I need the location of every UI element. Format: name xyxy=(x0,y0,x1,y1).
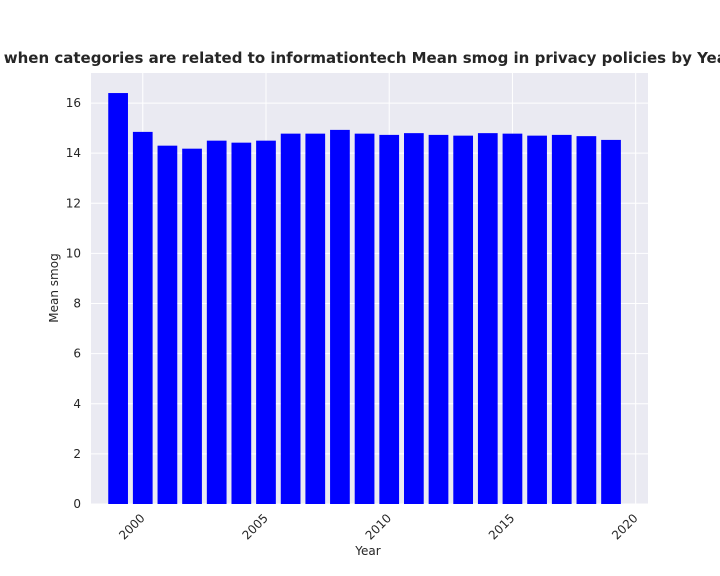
y-tick-label: 12 xyxy=(66,196,81,210)
y-axis-label: Mean smog xyxy=(47,253,61,322)
bar-2001 xyxy=(157,145,178,504)
y-tick-label: 6 xyxy=(73,347,81,361)
bar-2005 xyxy=(256,140,276,504)
x-tick-label: 2005 xyxy=(239,511,270,542)
y-tick-label: 16 xyxy=(66,96,81,110)
y-tick-label: 4 xyxy=(73,397,81,411)
bar-2014 xyxy=(477,133,498,505)
bar-2019 xyxy=(601,139,621,505)
bar-2016 xyxy=(527,135,547,504)
x-tick-label: 2000 xyxy=(116,511,147,542)
bar-2007 xyxy=(305,133,326,505)
bar-2003 xyxy=(206,140,227,504)
bar-2008 xyxy=(330,129,350,505)
bar-2010 xyxy=(379,134,400,504)
bar-2013 xyxy=(453,135,474,504)
y-tick-label: 2 xyxy=(73,447,81,461)
bars xyxy=(108,93,621,505)
y-tick-label: 10 xyxy=(66,246,81,260)
bar-2018 xyxy=(576,136,597,504)
bar-2004 xyxy=(231,142,252,504)
bar-2012 xyxy=(428,134,449,504)
bar-2006 xyxy=(280,133,301,505)
x-tick-label: 2015 xyxy=(486,511,517,542)
y-tick-label: 14 xyxy=(66,146,81,160)
y-axis-ticks: 0 2 4 6 8 10 12 14 16 xyxy=(66,96,81,511)
x-axis-ticks: 2000 2005 2010 2015 2020 xyxy=(116,511,640,542)
y-tick-label: 0 xyxy=(73,497,81,511)
bar-1999 xyxy=(108,93,128,504)
bar-2002 xyxy=(182,148,202,504)
bar-2015 xyxy=(502,133,523,505)
bar-2000 xyxy=(132,131,153,504)
x-axis-label: Year xyxy=(354,544,380,558)
x-tick-label: 2020 xyxy=(609,511,640,542)
bar-2009 xyxy=(354,133,375,505)
chart-title: when categories are related to informati… xyxy=(4,49,720,67)
y-tick-label: 8 xyxy=(73,297,81,311)
bar-2017 xyxy=(551,134,572,504)
bar-2011 xyxy=(404,133,424,505)
x-tick-label: 2010 xyxy=(363,511,394,542)
